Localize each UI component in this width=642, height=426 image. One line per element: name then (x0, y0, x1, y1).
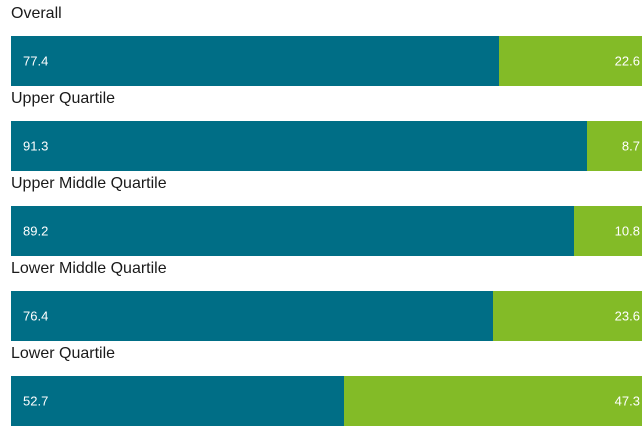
bar-row: Lower Middle Quartile 76.4 23.6 (0, 255, 642, 341)
bar-segment: 8.7 (587, 121, 642, 171)
bar-segment: 47.3 (343, 376, 642, 426)
data-label: 23.6 (614, 308, 640, 324)
bar-segment: 76.4 (11, 291, 494, 341)
bar-segment: 91.3 (11, 121, 588, 171)
data-label: 52.7 (23, 393, 49, 409)
bar-row: Upper Quartile 91.3 8.7 (0, 85, 642, 171)
bar-segment: 89.2 (11, 206, 574, 256)
stacked-bar: 76.4 23.6 (11, 291, 642, 341)
bar-segment: 22.6 (499, 36, 642, 86)
bar-row: Upper Middle Quartile 89.2 10.8 (0, 170, 642, 256)
data-label: 76.4 (23, 308, 49, 324)
bar-row: Overall 77.4 22.6 (0, 0, 642, 86)
data-label: 89.2 (23, 223, 49, 239)
data-label: 22.6 (614, 53, 640, 69)
stacked-bar: 89.2 10.8 (11, 206, 642, 256)
category-label: Lower Quartile (11, 345, 116, 362)
data-label: 10.8 (614, 223, 640, 239)
bar-segment: 52.7 (11, 376, 344, 426)
data-label: 77.4 (23, 53, 49, 69)
data-label: 47.3 (614, 393, 640, 409)
bar-row: Lower Quartile 52.7 47.3 (0, 340, 642, 426)
category-label: Lower Middle Quartile (11, 260, 167, 277)
category-label: Overall (11, 5, 62, 22)
stacked-bar: 52.7 47.3 (11, 376, 642, 426)
category-label: Upper Middle Quartile (11, 175, 167, 192)
bar-segment: 23.6 (493, 291, 642, 341)
data-label: 91.3 (23, 138, 49, 154)
stacked-bar: 77.4 22.6 (11, 36, 642, 86)
bar-segment: 10.8 (573, 206, 642, 256)
data-label: 8.7 (621, 138, 640, 154)
stacked-bar: 91.3 8.7 (11, 121, 642, 171)
category-label: Upper Quartile (11, 90, 116, 107)
bar-segment: 77.4 (11, 36, 500, 86)
